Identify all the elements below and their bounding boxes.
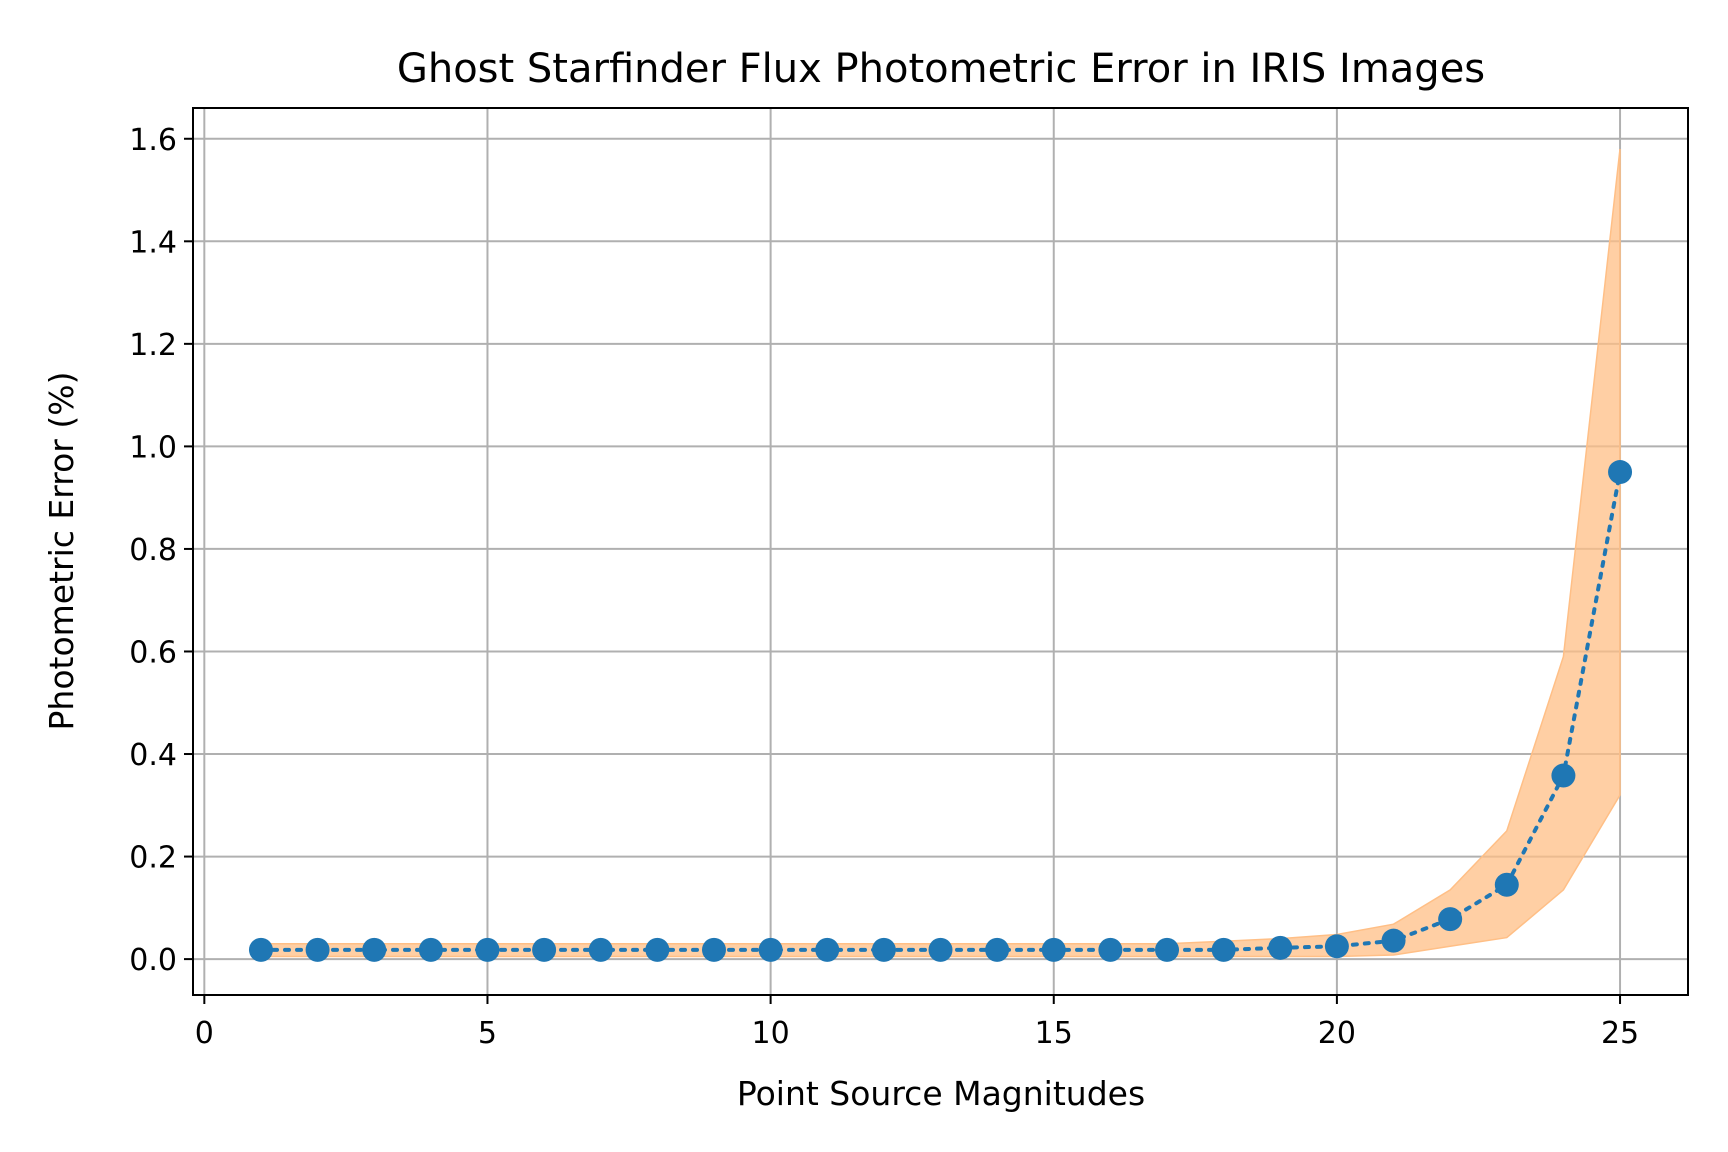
data-point <box>871 937 896 962</box>
data-point <box>1381 928 1406 953</box>
y-axis-ticks: 0.0 0.2 0.4 0.6 0.8 1.0 1.2 1.4 1.6 <box>129 123 193 978</box>
data-point <box>532 937 557 962</box>
y-tick-label: 0.8 <box>129 533 177 568</box>
y-tick-label: 1.6 <box>129 123 177 158</box>
error-band-area <box>260 148 1621 958</box>
data-point <box>928 937 953 962</box>
data-points <box>248 460 1633 962</box>
data-point <box>1608 460 1633 485</box>
data-point <box>475 937 500 962</box>
data-point <box>815 937 840 962</box>
plot-frame <box>192 107 1689 996</box>
y-tick-label: 0.4 <box>129 738 177 773</box>
y-tick-label: 0.6 <box>129 635 177 670</box>
data-point <box>1494 872 1519 897</box>
data-point <box>701 937 726 962</box>
x-tick-label: 20 <box>1318 1016 1356 1051</box>
data-point <box>1438 907 1463 932</box>
x-axis-title: Point Source Magnitudes <box>737 1074 1145 1113</box>
data-point <box>362 937 387 962</box>
y-tick-label: 1.4 <box>129 225 177 260</box>
data-point <box>588 937 613 962</box>
x-tick-label: 25 <box>1601 1016 1639 1051</box>
data-point <box>1324 934 1349 959</box>
y-tick-label: 1.2 <box>129 328 177 363</box>
data-point <box>1211 937 1236 962</box>
y-tick-label: 1.0 <box>129 430 177 465</box>
data-point <box>418 937 443 962</box>
data-point <box>248 937 273 962</box>
data-point <box>985 937 1010 962</box>
y-tick-label: 0.2 <box>129 841 177 876</box>
error-band <box>260 148 1621 958</box>
chart-title: Ghost Starfinder Flux Photometric Error … <box>397 46 1485 92</box>
x-tick-label: 10 <box>752 1016 790 1051</box>
x-tick-label: 15 <box>1035 1016 1073 1051</box>
y-tick-label: 0.0 <box>129 943 177 978</box>
x-axis-ticks: 0 5 10 15 20 25 <box>195 995 1639 1051</box>
y-axis-title: Photometric Error (%) <box>42 372 81 731</box>
x-tick-label: 0 <box>195 1016 214 1051</box>
data-point <box>1041 937 1066 962</box>
data-point <box>758 937 783 962</box>
data-point <box>1155 937 1180 962</box>
data-point <box>645 937 670 962</box>
data-point <box>1098 937 1123 962</box>
x-tick-label: 5 <box>478 1016 497 1051</box>
data-point <box>1551 763 1576 788</box>
data-point <box>1268 935 1293 960</box>
data-point <box>305 937 330 962</box>
